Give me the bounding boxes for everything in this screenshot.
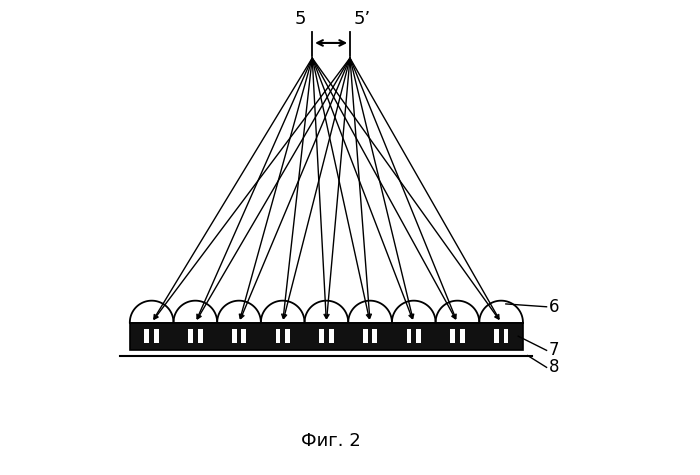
Bar (197, 329, 202, 343)
Bar (372, 329, 377, 343)
Bar (144, 329, 149, 343)
Text: Фиг. 2: Фиг. 2 (301, 432, 361, 449)
Bar (494, 329, 498, 343)
Text: 5’: 5’ (354, 10, 370, 28)
Bar (154, 329, 159, 343)
Text: 5: 5 (295, 10, 306, 28)
Bar (407, 329, 412, 343)
Bar (450, 329, 455, 343)
Text: 8: 8 (549, 358, 559, 376)
Bar (232, 329, 237, 343)
Text: 6: 6 (549, 298, 559, 316)
Bar (276, 329, 280, 343)
Bar (416, 329, 421, 343)
Bar (319, 329, 324, 343)
Bar (188, 329, 193, 343)
Bar (130, 323, 523, 350)
Bar (363, 329, 368, 343)
Bar (241, 329, 246, 343)
Text: 7: 7 (549, 342, 559, 360)
Bar (285, 329, 290, 343)
Bar (329, 329, 334, 343)
Bar (503, 329, 508, 343)
Bar (460, 329, 465, 343)
